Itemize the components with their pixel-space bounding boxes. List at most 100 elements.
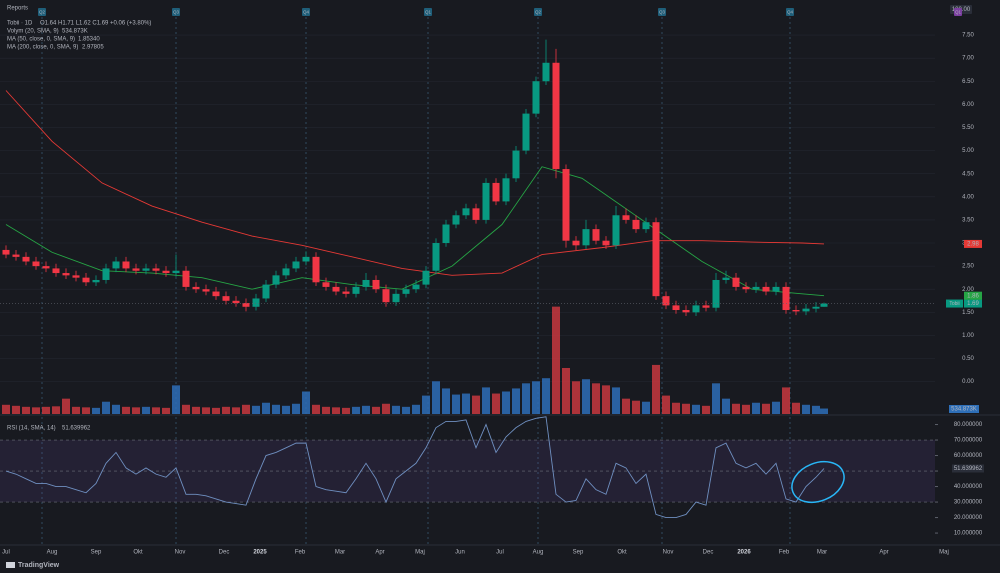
candle-body (152, 268, 160, 271)
event-label: Q2 (535, 10, 542, 15)
legend-volume[interactable]: Volym (20, SMA, 9) (7, 29, 59, 35)
candle-body (672, 305, 680, 311)
volume-bar (302, 391, 310, 414)
volume-bar (772, 401, 780, 414)
candle-body (42, 266, 50, 269)
symbol[interactable]: Tobii · 1D (7, 21, 33, 27)
candle-body (752, 286, 760, 290)
x-tick-label: Okt (617, 550, 627, 556)
candle-body (122, 261, 130, 269)
volume-bar (202, 407, 210, 414)
legend-ma200[interactable]: MA (200, close, 0, SMA, 9) (7, 45, 78, 51)
x-tick-label: Mar (817, 550, 827, 556)
volume-bar (572, 381, 580, 414)
volume-bar (212, 407, 220, 414)
candle-body (662, 296, 670, 306)
candle-body (452, 215, 460, 225)
volume-bar (232, 407, 240, 414)
candle-body (712, 279, 720, 308)
candle-body (692, 305, 700, 313)
volume-bar (142, 406, 150, 414)
candle-body (332, 286, 340, 292)
volume-bar (282, 405, 290, 414)
candle-body (52, 268, 60, 274)
candle-body (652, 222, 660, 297)
y-tick-label: 3.50 (962, 217, 974, 223)
volume-bar (472, 395, 480, 414)
volume-bar (412, 404, 420, 414)
candle-body (342, 291, 350, 294)
annotation-circle[interactable] (786, 454, 850, 509)
event-marker (302, 8, 310, 16)
ma-last-box (964, 291, 982, 300)
candle-body (202, 289, 210, 292)
volume-bar (692, 404, 700, 414)
volume-bar (62, 398, 70, 414)
volume-bar (512, 388, 520, 414)
candle-body (182, 270, 190, 287)
y-tick-label: 6.50 (962, 79, 974, 85)
volume-bar (782, 387, 790, 414)
volume-bar (642, 401, 650, 414)
candle-body (82, 277, 90, 283)
rsi-line (5, 416, 825, 519)
rsi-title[interactable]: RSI (14, SMA, 14) (7, 426, 56, 432)
x-tick-label: Jun (455, 550, 465, 556)
volume-bar (312, 404, 320, 414)
candle-body (762, 286, 770, 292)
candle-body (802, 308, 810, 312)
candle-body (292, 261, 300, 269)
reports-label[interactable]: Reports (7, 6, 28, 12)
candle-body (222, 296, 230, 301)
candle-body (232, 300, 240, 304)
symbol-tag: Tobii (949, 301, 959, 307)
volume-bar (532, 381, 540, 414)
volume-bar (722, 398, 730, 414)
candle-body (702, 305, 710, 308)
volume-bar (812, 405, 820, 414)
x-tick-label: Sep (91, 550, 102, 556)
volume-bar (482, 387, 490, 414)
candle-body (542, 62, 550, 82)
rsi-tick-label: 10.000000 (954, 531, 983, 537)
x-tick-label: Sep (573, 550, 584, 556)
legend-ma50[interactable]: MA (50, close, 0, SMA, 9) (7, 37, 75, 43)
rsi-band (0, 440, 935, 503)
y-tick-label: 2.50 (962, 264, 974, 270)
candle-body (552, 62, 560, 170)
volume-bar (662, 395, 670, 414)
candle-body (282, 268, 290, 276)
x-tick-label: Mar (335, 550, 345, 556)
x-tick-label: Jul (496, 550, 504, 556)
candle-body (602, 240, 610, 246)
candle-body (772, 286, 780, 292)
volume-bar (522, 383, 530, 414)
y-tick-label: 4.50 (962, 171, 974, 177)
event-label: Q2 (39, 10, 46, 15)
candle-body (582, 229, 590, 246)
candle-body (32, 261, 40, 267)
candle-body (112, 261, 120, 269)
ma-last-box (964, 239, 982, 248)
event-marker (954, 8, 962, 16)
legend-ma200-value: 2.97805 (82, 45, 104, 51)
ohlc: O1.64 H1.71 L1.62 C1.69 +0.06 (+3.80%) (40, 21, 151, 27)
candle-body (502, 178, 510, 202)
volume-bar (622, 398, 630, 414)
volume-bar (802, 404, 810, 414)
x-tick-label: Dec (219, 550, 230, 556)
x-tick-label: Nov (175, 550, 186, 556)
rsi-tick-label: 80.000000 (954, 422, 983, 428)
volume-bar (222, 406, 230, 414)
candle-body (522, 113, 530, 151)
candle-body (12, 254, 20, 257)
candle-body (412, 284, 420, 290)
candle-body (742, 286, 750, 290)
x-tick-label: Nov (663, 550, 674, 556)
legend-volume-value: 534.873K (62, 29, 88, 35)
x-tick-label: Aug (47, 550, 58, 556)
brand: TradingView (18, 562, 60, 569)
event-label: Q1 (425, 10, 432, 15)
candle-body (532, 81, 540, 114)
